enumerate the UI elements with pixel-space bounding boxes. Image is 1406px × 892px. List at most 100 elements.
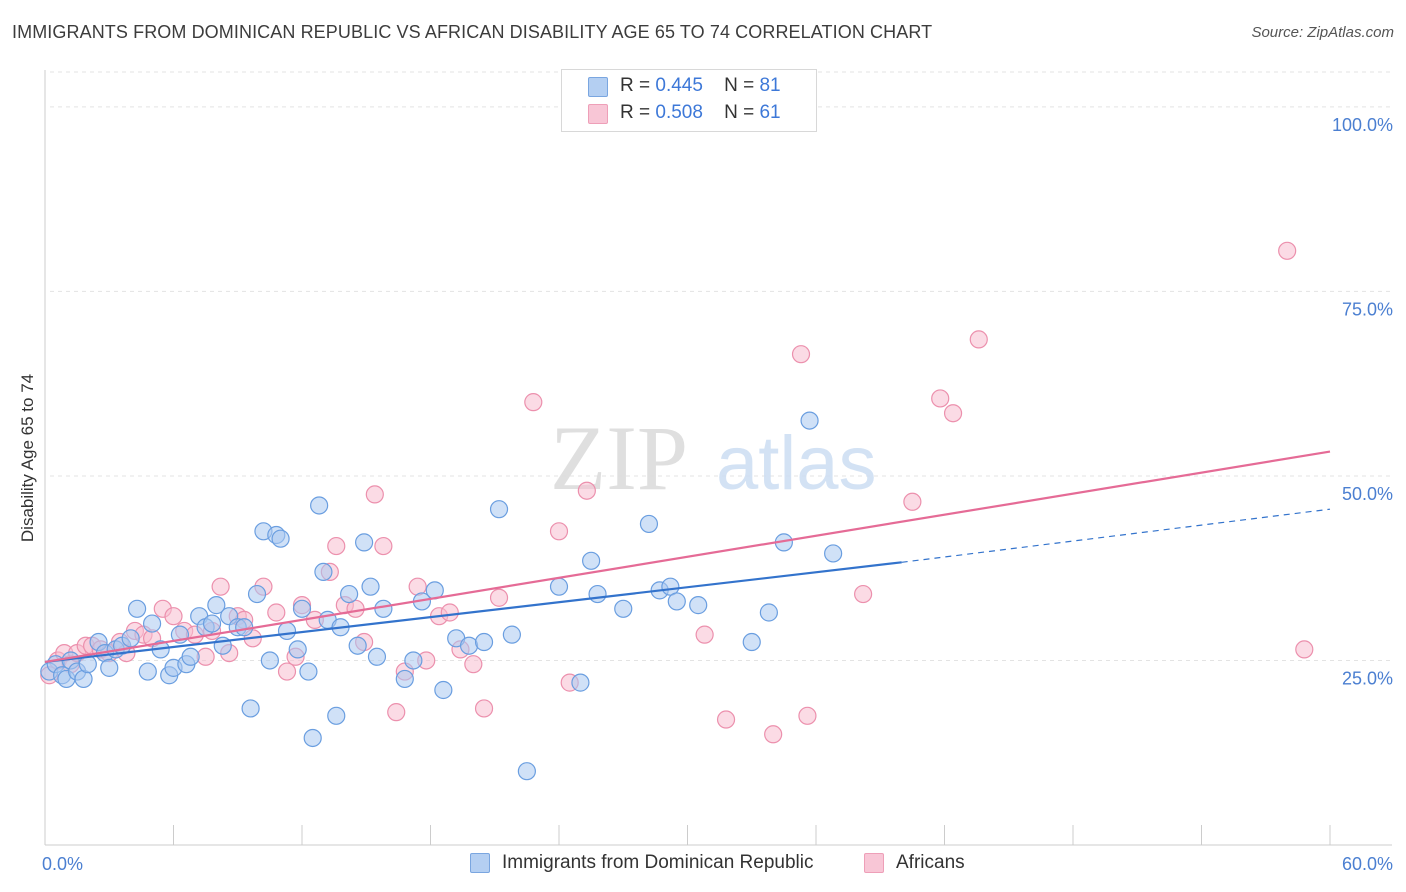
bottom-legend-label: Africans: [896, 852, 965, 873]
dominican-point: [742, 632, 761, 652]
y-tick-label: 25.0%: [1342, 668, 1393, 688]
dominican-point: [639, 514, 659, 534]
trend-line-extension: [901, 508, 1331, 563]
africans-point: [327, 536, 346, 556]
africans-point: [791, 345, 811, 364]
dominican-point: [314, 562, 333, 582]
dominican-point: [260, 651, 279, 670]
dominican-point: [404, 651, 423, 670]
dominican-point: [614, 599, 633, 618]
dominican-point: [759, 603, 778, 622]
dominican-point: [142, 614, 162, 633]
dominican-point: [502, 625, 521, 644]
dominican-point: [247, 584, 267, 604]
legend-swatch-pink: [588, 104, 608, 124]
dominican-point: [327, 706, 346, 725]
watermark-zip: ZIP: [550, 407, 688, 509]
dominican-point: [277, 621, 297, 641]
bottom-legend-label: Immigrants from Dominican Republic: [502, 852, 814, 873]
africans-point: [695, 625, 714, 644]
legend-swatch-blue: [588, 77, 608, 97]
dominican-point: [489, 500, 509, 519]
gridlines: [50, 71, 1392, 661]
africans-point: [474, 699, 494, 718]
legend-r-label: R =: [620, 102, 651, 123]
dominican-point: [800, 411, 819, 430]
dominican-point: [310, 496, 329, 515]
dominican-point: [374, 599, 393, 618]
dominican-point: [459, 636, 479, 655]
dominican-points: [40, 411, 843, 781]
y-tick-label: 75.0%: [1342, 299, 1393, 319]
africans-point: [267, 603, 286, 622]
africans-point: [716, 710, 736, 729]
dominican-point: [549, 577, 569, 596]
dominican-point: [121, 629, 140, 648]
dominican-point: [689, 596, 708, 615]
dominican-point: [434, 680, 453, 700]
africans-point: [440, 603, 459, 622]
trend-lines: [44, 450, 1331, 664]
dominican-point: [588, 584, 607, 604]
dominican-point: [367, 647, 387, 666]
dominican-point: [582, 551, 601, 570]
dominican-point: [348, 636, 367, 655]
x-tick-label-max: 60.0%: [1342, 854, 1393, 874]
dominican-point: [292, 599, 312, 618]
axes: [44, 70, 1392, 846]
dominican-point: [361, 577, 380, 596]
dominican-point: [207, 596, 226, 615]
dominican-point: [288, 640, 307, 659]
watermark: ZIP atlas: [550, 407, 877, 509]
legend: R = 0.445 N = 81 R = 0.508 N = 61: [561, 69, 817, 132]
africans-point: [577, 481, 596, 500]
source-label: Source: ZipAtlas.com: [1251, 24, 1394, 41]
dominican-point: [355, 533, 374, 552]
dominican-point: [100, 658, 119, 677]
trend-line-dominican: [44, 561, 902, 664]
africans-point: [387, 703, 406, 722]
y-axis-label: Disability Age 65 to 74: [18, 374, 37, 542]
africans-point: [524, 393, 543, 412]
dominican-point: [517, 762, 536, 781]
dominican-point: [474, 632, 494, 652]
africans-point: [549, 522, 569, 541]
africans-point: [489, 588, 509, 607]
legend-n-value: 81: [759, 75, 781, 96]
africans-point: [365, 485, 384, 504]
dominican-point: [303, 728, 322, 748]
africans-point: [211, 577, 230, 596]
legend-n-label: N =: [724, 102, 755, 123]
africans-point: [277, 662, 297, 681]
dominican-point: [271, 529, 290, 548]
y-tick-label: 100.0%: [1332, 115, 1393, 135]
africans-point: [969, 330, 988, 349]
legend-r-value: 0.445: [655, 75, 703, 96]
watermark-atlas: atlas: [716, 421, 877, 506]
axis-labels: 25.0% 50.0% 75.0% 100.0% 0.0% 60.0% Disability…: [18, 115, 1393, 874]
africans-point: [943, 404, 963, 423]
dominican-point: [571, 673, 590, 692]
legend-r-label: R =: [620, 75, 651, 96]
africans-point: [903, 492, 922, 511]
dominican-point: [667, 592, 686, 611]
africans-point: [164, 607, 183, 626]
dominican-point: [340, 584, 359, 604]
dominican-point: [202, 614, 222, 633]
africans-point: [374, 536, 393, 556]
dominican-point: [395, 669, 414, 689]
legend-n-value: 61: [759, 102, 781, 123]
legend-n-label: N =: [724, 75, 755, 96]
dominican-point: [181, 647, 200, 666]
x-tick-label-min: 0.0%: [42, 854, 83, 874]
africans-point: [464, 655, 483, 674]
trend-line-africans: [44, 450, 1331, 664]
dominican-point: [824, 544, 843, 563]
chart-title: IMMIGRANTS FROM DOMINICAN REPUBLIC VS AF…: [12, 22, 933, 42]
africans-point: [764, 725, 783, 744]
africans-point: [931, 389, 950, 408]
dominican-point: [127, 599, 147, 618]
legend-r-value: 0.508: [655, 102, 703, 123]
africans-point: [1295, 640, 1314, 659]
